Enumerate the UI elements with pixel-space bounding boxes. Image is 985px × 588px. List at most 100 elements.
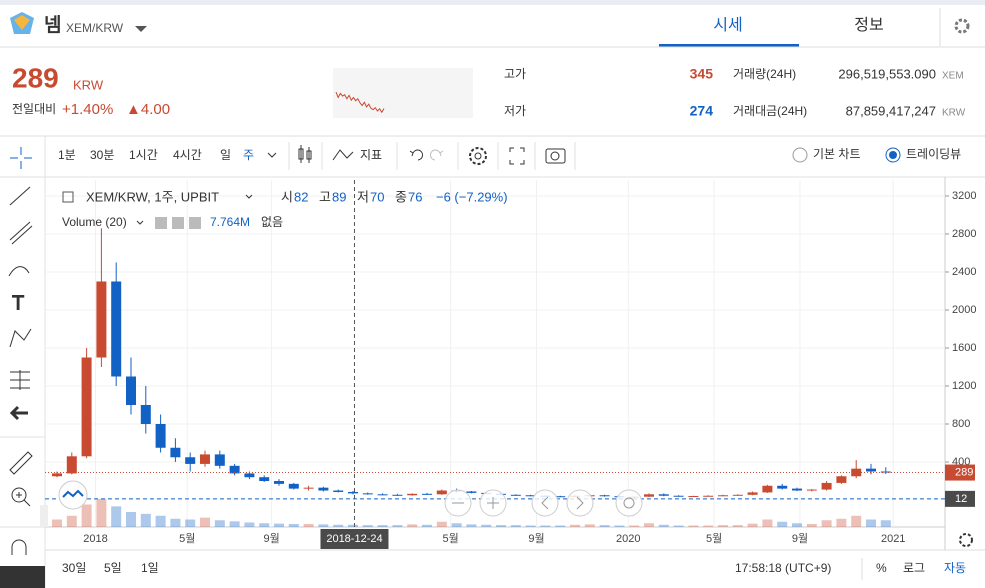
candle-body [673,495,684,497]
range[interactable]: 5일 [104,561,122,575]
x-tick-label: 5월 [443,532,459,545]
fullscreen[interactable] [509,147,525,165]
stat-label: 거래대금(24H) [733,104,807,118]
range[interactable]: 1일 [141,561,159,575]
interval[interactable]: 30분 [90,148,114,162]
interval[interactable]: 4시간 [173,148,202,162]
tab[interactable]: 정보 [854,16,883,34]
ohlc-label: 저 [357,189,369,204]
interval-dropdown[interactable] [267,152,277,158]
coin-name: 넴 [44,14,61,36]
candle-body [747,492,758,495]
x-tick-label: 9월 [792,532,808,545]
volume-bar [214,520,225,527]
volume-bar [821,520,832,527]
view-option[interactable]: 트레이딩뷰 [906,147,961,161]
volume-bar [185,519,196,527]
volume-bar [540,525,551,527]
volume-bar [259,523,270,527]
volume-bar [747,523,758,527]
scroll-handle[interactable] [40,505,48,527]
volume-bar [806,524,817,527]
stat-value: 296,519,553.090 [838,66,936,81]
interval[interactable]: 일 [220,148,231,162]
y-tick-label: 1200 [952,380,976,392]
candle-body [318,487,329,491]
price-unit: KRW [73,77,104,92]
candle-body [732,494,743,496]
candle-body [333,490,344,492]
option[interactable]: % [876,561,887,575]
redo[interactable] [429,149,444,161]
y-tick-label: 1600 [952,342,976,354]
candle-body [377,494,388,496]
candle-body [52,473,62,477]
volume-bar [303,524,314,527]
y-tick-label: 2400 [952,266,976,278]
radio[interactable] [792,147,808,163]
candle-body [510,494,521,496]
settings-icon[interactable] [954,18,970,34]
volume-bar [377,525,388,527]
tab[interactable]: 시세 [713,16,742,34]
x-tick-label: 2018 [83,533,107,545]
volume-bar [52,519,62,527]
crosshair-price-box [945,490,975,507]
x-tick-label: 9월 [528,532,544,545]
plot [45,180,949,527]
symbol: XEM/KRW, 1주, UPBIT [86,189,219,204]
chart-settings[interactable] [469,147,487,165]
drawing-tools[interactable]: T [8,147,33,555]
candle-body [303,487,314,489]
radio[interactable] [885,147,901,163]
y-tick-label: 800 [952,418,970,430]
collapse[interactable] [62,191,74,203]
candle-body [555,496,566,498]
svg-text:T: T [12,292,24,314]
ohlc-label: 종 [395,189,407,204]
undo[interactable] [409,149,424,161]
volume-controls[interactable] [155,217,201,229]
radio-dot [889,151,897,159]
tool-hidden[interactable] [0,566,45,588]
stat-value: 87,859,417,247 [846,103,936,118]
interval[interactable]: 1분 [58,148,76,162]
range[interactable]: 30일 [62,561,86,575]
volume-bar [644,523,654,527]
volume-label: Volume (20) [62,215,127,229]
dropdown[interactable] [135,26,147,32]
candle-body [274,481,284,484]
volume-bar [466,524,477,527]
volume-bar [836,518,847,527]
screenshot[interactable] [545,148,566,164]
candle-body [703,495,714,497]
last-price-box [945,464,975,481]
volume-dropdown[interactable] [136,220,144,225]
volume-extra: 없음 [261,215,283,229]
candle-body [880,471,891,473]
volume-bar [348,524,358,527]
interval[interactable]: 주 [243,148,254,162]
candle-body [836,476,847,483]
candle-body [821,482,832,490]
candle-icon[interactable] [298,145,312,163]
option[interactable]: 자동 [944,561,966,575]
volume-bar [318,524,329,527]
y-tick-label: 2800 [952,228,976,240]
candle-body [806,489,817,491]
symbol-dropdown[interactable] [245,194,253,199]
volume-bar [584,524,595,527]
volume-bar [880,520,891,527]
candle-body [362,493,373,495]
volume-bar [200,517,210,527]
axis-settings[interactable] [959,533,973,547]
indicator[interactable]: 지표 [360,148,382,162]
volume-bar [599,525,610,527]
stat-unit: XEM [942,71,964,82]
view-option[interactable]: 기본 차트 [813,147,861,161]
interval[interactable]: 1시간 [129,148,158,162]
volume-bar [658,524,669,527]
indicator-icon[interactable] [332,149,354,161]
volume-bar [496,525,506,527]
option[interactable]: 로그 [903,561,925,575]
